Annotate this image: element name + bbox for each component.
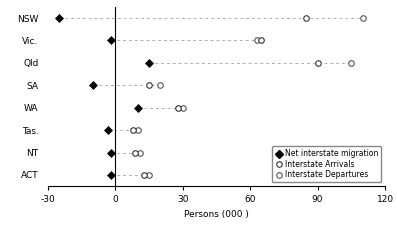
Legend: Net interstate migration, Interstate Arrivals, Interstate Departures: Net interstate migration, Interstate Arr…: [272, 146, 381, 182]
X-axis label: Persons (000 ): Persons (000 ): [184, 210, 249, 219]
